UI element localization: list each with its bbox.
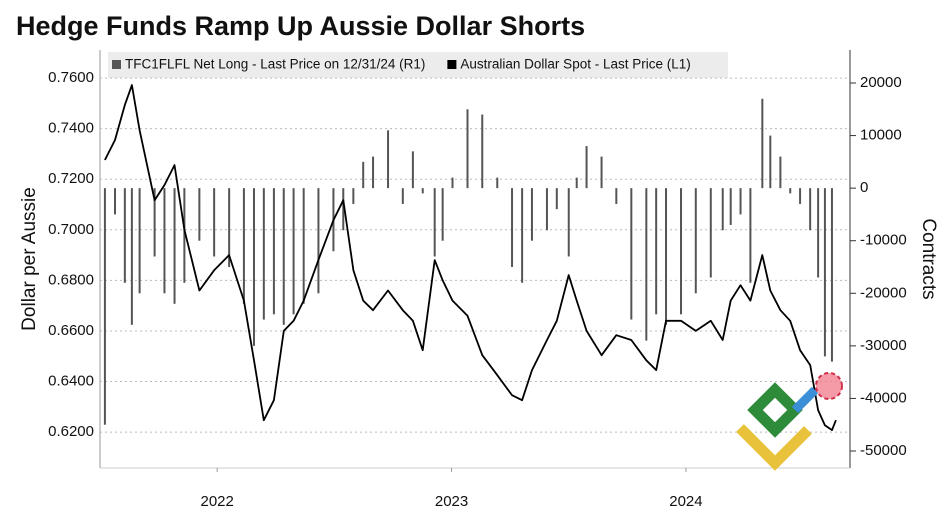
y2-tick-label: -10000 (860, 232, 907, 249)
y-tick-label: 0.7600 (48, 69, 94, 86)
legend-swatch (447, 60, 457, 69)
y2-tick-label: -30000 (860, 337, 907, 354)
y-tick-label: 0.6600 (48, 322, 94, 339)
bar (769, 135, 772, 189)
bar (521, 188, 524, 283)
bar (451, 177, 454, 189)
bar (387, 130, 390, 189)
bar (761, 98, 764, 189)
x-tick-label: 2024 (669, 493, 702, 510)
y-axis-label: Dollar per Aussie (19, 187, 40, 331)
bar (272, 188, 275, 315)
bar (749, 188, 752, 283)
bar (282, 188, 285, 325)
bar (799, 188, 802, 204)
bar (779, 156, 782, 189)
bar (198, 188, 201, 241)
bar (342, 188, 345, 231)
price-line (104, 84, 837, 431)
bar (729, 188, 732, 225)
bar (153, 188, 156, 257)
y2-tick-label: 10000 (860, 127, 902, 144)
bar (694, 188, 697, 294)
y2-axis-label: Contracts (918, 218, 939, 299)
x-tick-label: 2022 (201, 493, 234, 510)
bar (262, 188, 265, 320)
y2-tick-label: 20000 (860, 74, 902, 91)
bar (680, 188, 683, 315)
y2-tick-label: -40000 (860, 389, 907, 406)
bar (823, 188, 826, 357)
bar (401, 188, 404, 204)
bar (123, 188, 126, 283)
bar (242, 188, 245, 304)
bar (630, 188, 633, 320)
bar (545, 188, 548, 231)
bar (466, 109, 469, 189)
highlight-circle (815, 372, 843, 400)
legend-box (108, 52, 728, 78)
bar (352, 188, 355, 204)
bar (817, 188, 820, 278)
y-tick-label: 0.6400 (48, 372, 94, 389)
bar (138, 188, 141, 294)
bar (317, 188, 320, 294)
y-tick-label: 0.6200 (48, 423, 94, 440)
bar (103, 188, 106, 425)
bar (709, 188, 712, 278)
bar (292, 188, 295, 315)
bar (433, 188, 436, 257)
bar (362, 161, 365, 189)
bar (739, 188, 742, 215)
y-tick-label: 0.7200 (48, 170, 94, 187)
bar (496, 177, 499, 189)
y-tick-label: 0.7000 (48, 221, 94, 238)
bar (789, 188, 792, 194)
bar (421, 188, 424, 194)
bar (567, 188, 570, 257)
bar (600, 156, 603, 189)
bar (252, 188, 255, 346)
bar (585, 146, 588, 189)
y2-tick-label: 0 (860, 179, 868, 196)
y-tick-label: 0.7400 (48, 120, 94, 137)
bar (302, 188, 305, 304)
legend-label: Australian Dollar Spot - Last Price (L1) (460, 57, 690, 72)
bar (645, 188, 648, 341)
legend-swatch (112, 60, 121, 69)
bar (665, 188, 668, 325)
bar (441, 188, 444, 241)
bar (655, 188, 658, 315)
bar (411, 151, 414, 189)
bar (163, 188, 166, 294)
bar (228, 188, 231, 267)
legend-label: TFC1FLFL Net Long - Last Price on 12/31/… (125, 57, 425, 72)
bar (615, 188, 618, 204)
watermark-logo (736, 382, 819, 471)
bar (372, 156, 375, 189)
bar (114, 188, 116, 215)
bar (721, 188, 724, 231)
bar (511, 188, 514, 267)
bar (130, 188, 133, 325)
bar (481, 114, 484, 189)
y-tick-label: 0.6800 (48, 271, 94, 288)
bar (183, 188, 186, 283)
y2-tick-label: -50000 (860, 442, 907, 459)
x-tick-label: 2023 (435, 493, 468, 510)
bar (830, 188, 833, 362)
y2-tick-label: -20000 (860, 284, 907, 301)
bar (173, 188, 176, 304)
bar (809, 188, 812, 231)
bar (530, 188, 533, 241)
bar (555, 188, 558, 210)
bar (213, 188, 216, 257)
chart-title: Hedge Funds Ramp Up Aussie Dollar Shorts (16, 11, 585, 41)
bar (575, 177, 578, 189)
